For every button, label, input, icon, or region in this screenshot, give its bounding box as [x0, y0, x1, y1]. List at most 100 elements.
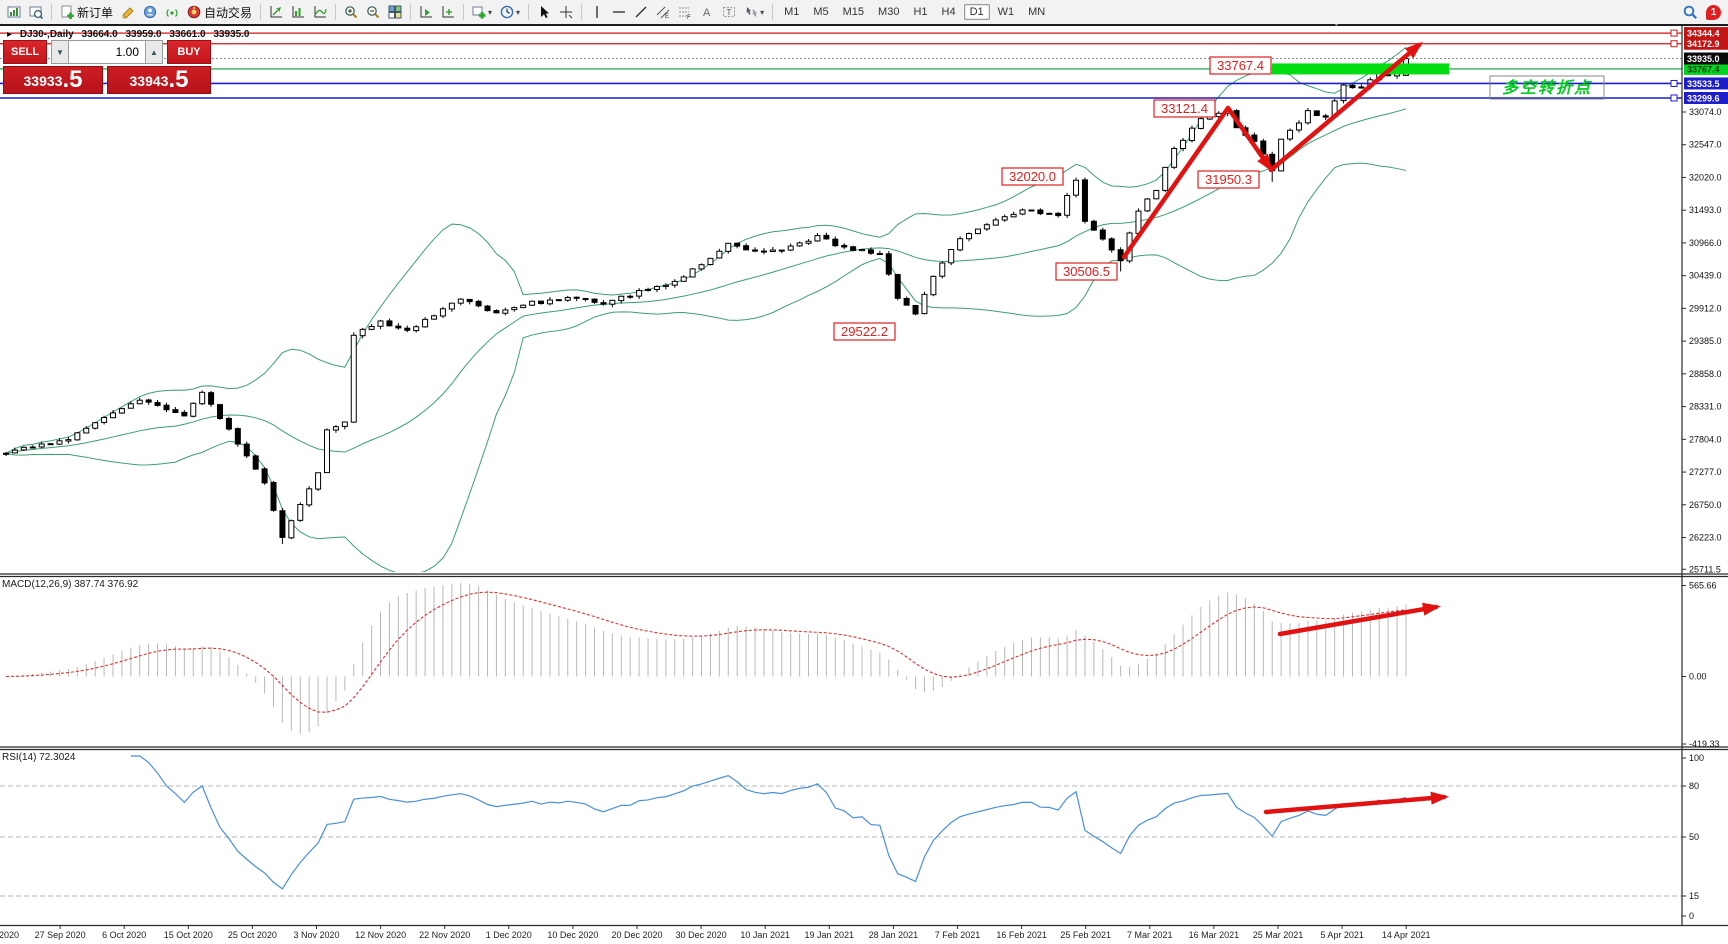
axes: 33074.0 32547.0 32020.0 31493.0 30966.0 30439… — [0, 19, 1728, 940]
notification-badge[interactable]: 1 — [1706, 4, 1721, 20]
svg-text:10 Dec 2020: 10 Dec 2020 — [547, 930, 598, 940]
level-lines[interactable] — [0, 29, 1682, 102]
timeframe-w1[interactable]: W1 — [997, 6, 1015, 18]
axis-label-33533.5 — [1684, 77, 1728, 90]
toolbar-separator — [335, 4, 337, 20]
vline-tool-button[interactable] — [587, 3, 607, 22]
hline-tool-button[interactable] — [609, 3, 629, 22]
chart-window-top-border — [0, 24, 1728, 26]
annotations[interactable]: 33767.4 33121.4 32020.0 31950.3 30506.5 29522… — [833, 41, 1605, 815]
timeframe-m5[interactable]: M5 — [813, 6, 829, 18]
svg-text:31493.0: 31493.0 — [1689, 205, 1722, 215]
svg-text:19 Jan 2021: 19 Jan 2021 — [805, 930, 855, 940]
note-text: 多空转折点 — [1502, 79, 1592, 97]
chart-header: ▸ DJ30-,Daily 33664.0 33959.0 33661.0 33… — [7, 29, 254, 40]
indicator-curve-button[interactable] — [310, 3, 330, 22]
indicator-arrow-button[interactable] — [266, 3, 286, 22]
trend-arrow-3 — [1277, 604, 1439, 637]
crosshair-tool-button[interactable] — [556, 3, 576, 22]
ohlc-open: 33664.0 — [81, 29, 118, 40]
axis-label-34172.9 — [1684, 37, 1728, 50]
cursor-tool-button[interactable] — [534, 3, 554, 22]
volume-decrease-button[interactable]: ▼ — [51, 40, 69, 64]
text-tool-button[interactable]: A — [697, 3, 717, 22]
chart-background — [0, 26, 1728, 944]
zoom-out-button[interactable] — [363, 3, 383, 22]
indicators-dialog-button[interactable] — [26, 3, 46, 22]
crosshair-icon — [560, 6, 573, 19]
axis-label-34344.4 — [1684, 27, 1728, 40]
fibonacci-icon: F — [679, 7, 691, 19]
crayon-icon — [122, 7, 134, 19]
callout-29522.2 — [833, 322, 896, 341]
new-order-button[interactable]: 新订单 — [57, 3, 116, 22]
arrows-tool-button[interactable]: ▾ — [741, 3, 767, 22]
fibonacci-tool-button[interactable]: F — [675, 3, 695, 22]
svg-text:E: E — [665, 14, 669, 19]
styler-button[interactable] — [118, 3, 138, 22]
buy-price[interactable]: 33943.5 — [107, 66, 211, 94]
highlight-band[interactable] — [1272, 63, 1449, 75]
collapse-arrow-icon[interactable]: ▸ — [7, 29, 13, 40]
sell-button[interactable]: SELL — [3, 40, 47, 64]
svg-text:32020.0: 32020.0 — [1689, 172, 1722, 182]
timeframe-h4[interactable]: H4 — [941, 6, 956, 18]
svg-text:27277.0: 27277.0 — [1689, 467, 1722, 477]
chart-shift-button[interactable] — [438, 3, 458, 22]
community-button[interactable] — [140, 3, 160, 22]
new-chart-icon — [472, 6, 486, 19]
svg-text:-419.33: -419.33 — [1689, 739, 1720, 749]
clock-icon — [500, 5, 514, 19]
signals-button[interactable] — [162, 3, 182, 22]
svg-text:16 Mar 2021: 16 Mar 2021 — [1189, 930, 1240, 940]
timeframe-d1[interactable]: D1 — [963, 4, 990, 20]
toolbar-separator — [772, 4, 774, 20]
volume-increase-button[interactable]: ▲ — [145, 40, 163, 64]
channel-tool-button[interactable]: E — [653, 3, 673, 22]
zoom-in-button[interactable] — [341, 3, 361, 22]
svg-text:16 Feb 2021: 16 Feb 2021 — [996, 930, 1047, 940]
chart-window-button[interactable] — [4, 3, 24, 22]
buy-button[interactable]: BUY — [167, 40, 211, 64]
timeframe-m1[interactable]: M1 — [784, 6, 800, 18]
chart-play-button[interactable] — [416, 3, 436, 22]
svg-text:22 Nov 2020: 22 Nov 2020 — [419, 930, 470, 940]
sell-price[interactable]: 33933.5 — [3, 66, 103, 94]
svg-text:7 Sep 2020: 7 Sep 2020 — [0, 930, 19, 940]
new-chart-button[interactable]: ▾ — [469, 3, 495, 22]
svg-text:25 Oct 2020: 25 Oct 2020 — [228, 930, 277, 940]
volume-input[interactable]: 1.00 — [69, 40, 145, 64]
vertical-line-icon — [596, 6, 598, 18]
svg-text:29522.2: 29522.2 — [841, 324, 888, 339]
trend-arrow-4 — [1263, 794, 1447, 815]
ohlc-close: 33935.0 — [213, 29, 250, 40]
timeframe-mn[interactable]: MN — [1028, 6, 1046, 18]
svg-text:27 Sep 2020: 27 Sep 2020 — [35, 930, 86, 940]
axis-label-33767.4 — [1684, 62, 1728, 75]
svg-text:26223.0: 26223.0 — [1689, 533, 1722, 543]
svg-text:12 Nov 2020: 12 Nov 2020 — [355, 930, 406, 940]
sell-price-frac: .5 — [62, 66, 83, 93]
community-icon — [143, 5, 157, 19]
svg-text:3 Nov 2020: 3 Nov 2020 — [293, 930, 339, 940]
tile-windows-button[interactable] — [385, 3, 405, 22]
search-button[interactable] — [1680, 3, 1701, 22]
svg-text:565.66: 565.66 — [1689, 581, 1717, 591]
period-button[interactable]: ▾ — [497, 3, 523, 22]
indicator-bars-button[interactable] — [288, 3, 308, 22]
label-tool-button[interactable]: T — [719, 3, 739, 22]
cursor-icon — [541, 6, 550, 18]
timeframe-h1[interactable]: H1 — [913, 6, 928, 18]
trendline-tool-button[interactable] — [631, 3, 651, 22]
timeframe-m30[interactable]: M30 — [878, 6, 900, 18]
svg-text:34172.9: 34172.9 — [1687, 39, 1720, 49]
dropdown-caret: ▾ — [516, 7, 521, 17]
svg-text:33935.0: 33935.0 — [1687, 54, 1720, 64]
timeframe-m15[interactable]: M15 — [842, 6, 865, 18]
svg-text:T: T — [727, 8, 732, 17]
callout-31950.3 — [1197, 170, 1260, 189]
autotrade-button[interactable]: 自动交易 — [184, 3, 255, 22]
svg-text:27804.0: 27804.0 — [1689, 434, 1722, 444]
ohlc-low: 33661.0 — [169, 29, 206, 40]
